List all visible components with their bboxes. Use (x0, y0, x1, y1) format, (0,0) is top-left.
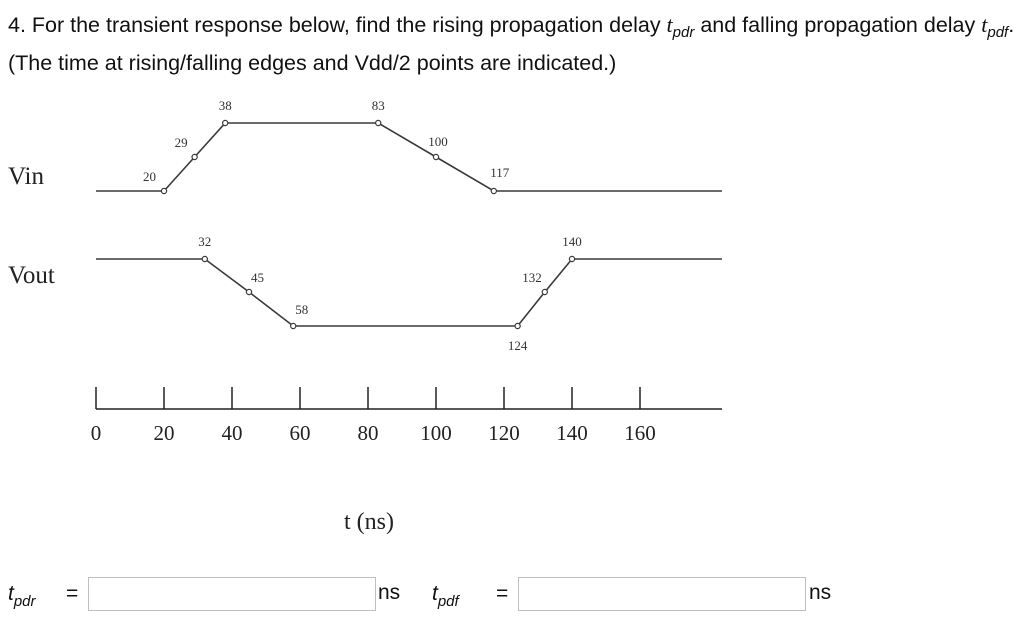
vout-waveform: 32 45 58 124 132 140 (96, 234, 722, 353)
vin-waveform: 20 29 38 83 100 117 (96, 98, 722, 195)
vout-time-label: 45 (251, 270, 264, 285)
vin-time-label: 38 (219, 98, 232, 113)
axis-tick-label: 60 (290, 421, 311, 445)
vin-time-label: 117 (490, 165, 510, 180)
axis-tick-label: 80 (358, 421, 379, 445)
axis-tick-label: 40 (222, 421, 243, 445)
vout-time-label: 58 (295, 302, 308, 317)
axis-tick-label: 100 (420, 421, 452, 445)
vin-point-marker (432, 153, 440, 161)
vout-time-label: 132 (522, 270, 542, 285)
time-axis: 0 20 40 60 80 100 120 140 160 (91, 387, 722, 445)
axis-tick-label: 0 (91, 421, 102, 445)
vin-label: Vin (8, 163, 44, 190)
axis-tick-label: 120 (488, 421, 520, 445)
vout-time-label: 32 (198, 234, 211, 249)
tpdr-symbol: tpdr (666, 12, 695, 41)
vin-time-label: 29 (175, 135, 188, 150)
tpdr-answer-label: tpdr (8, 582, 36, 610)
tpdr-unit: ns (378, 581, 401, 604)
tpdf-unit: ns (809, 581, 832, 604)
vout-point-marker (514, 322, 521, 330)
vin-point-marker (221, 119, 229, 127)
vout-point-marker (290, 322, 297, 330)
tpdf-answer-label: tpdf (432, 582, 459, 610)
vout-label: Vout (8, 262, 55, 289)
vout-time-label: 124 (508, 338, 528, 353)
axis-tick-label: 140 (556, 421, 588, 445)
axis-tick-label: 160 (624, 421, 656, 445)
vin-trace (96, 122, 722, 192)
vin-time-label: 83 (372, 98, 385, 113)
vin-time-label: 20 (143, 169, 156, 184)
tpdf-equals: = (496, 582, 509, 605)
question-mid: and falling propagation delay (694, 13, 982, 37)
vin-point-marker (160, 187, 168, 195)
question-suffix: . (The time at rising/falling edges and … (8, 13, 1015, 75)
question-text: 4. For the transient response below, fin… (8, 6, 1018, 82)
tpdf-symbol: tpdf (981, 12, 1009, 41)
vin-point-marker (191, 153, 198, 161)
vout-point-marker (245, 288, 253, 296)
vout-point-marker (201, 255, 208, 263)
vout-point-marker (568, 255, 576, 263)
vin-point-marker (375, 119, 382, 127)
tpdf-input[interactable] (518, 577, 806, 611)
tpdr-input[interactable] (88, 577, 376, 611)
vout-time-label: 140 (562, 234, 582, 249)
question-prefix: 4. For the transient response below, fin… (8, 13, 667, 37)
axis-tick-label: 20 (154, 421, 175, 445)
vout-point-marker (541, 288, 549, 296)
vout-trace (96, 258, 722, 327)
vin-point-marker (490, 187, 497, 195)
vin-time-label: 100 (428, 134, 448, 149)
time-axis-title: t (ns) (344, 509, 394, 535)
tpdr-equals: = (66, 582, 79, 605)
